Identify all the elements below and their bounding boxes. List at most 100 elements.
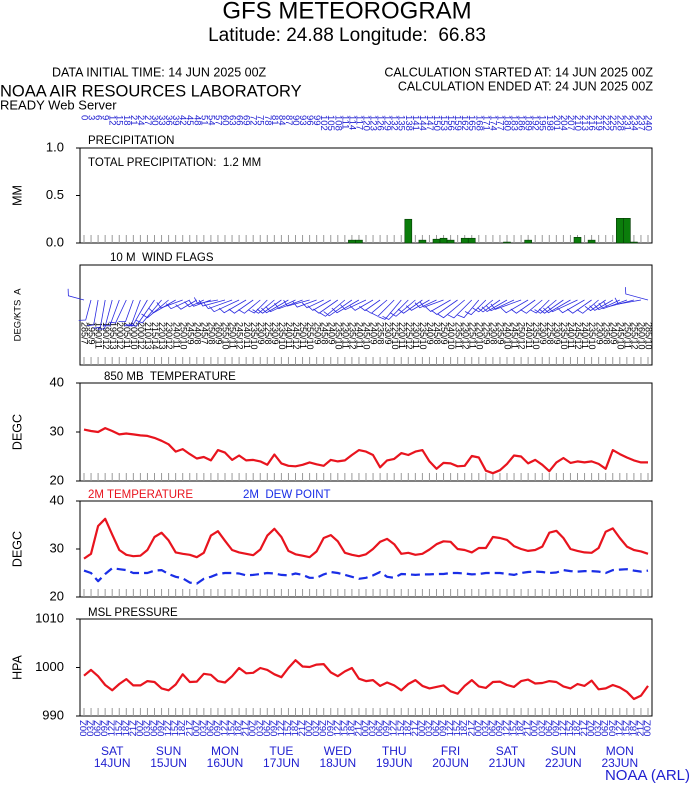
- utc-label: 21Z: [579, 720, 590, 737]
- hour-label: 240: [642, 115, 653, 131]
- precip-bar: [348, 239, 356, 244]
- hour-label: 135: [396, 115, 407, 131]
- utc-label: 03Z: [537, 720, 548, 737]
- day-label: THU: [382, 744, 407, 758]
- wind-label: 225/12: [404, 322, 414, 350]
- hour-label: 138: [403, 115, 414, 131]
- credit: NOAA (ARL): [605, 767, 690, 784]
- precip-bar: [404, 218, 413, 244]
- wind-barb: [203, 299, 233, 310]
- wind-barb: [382, 299, 409, 320]
- hour-label: 72: [248, 115, 259, 126]
- wind-label: 220/13: [157, 322, 167, 350]
- utc-label: 15Z: [227, 720, 238, 737]
- utc-label: 09Z: [212, 720, 223, 737]
- wind-label: 190/12: [101, 322, 111, 350]
- utc-label: 03Z: [593, 720, 604, 737]
- wind-label: 245/10: [362, 322, 372, 350]
- precip-bar: [630, 241, 638, 244]
- wind-barb: [218, 299, 247, 314]
- wind-label: 230/9: [256, 322, 266, 345]
- utc-label: 00Z: [586, 720, 597, 737]
- wind-barb: [593, 299, 620, 311]
- y-axis-label: DEGC: [10, 531, 24, 567]
- wind-barb: [543, 299, 571, 314]
- panel-annotation: TOTAL PRECIPITATION: 1.2 MM: [88, 157, 261, 169]
- precip-bar: [467, 237, 476, 244]
- hour-label: 141: [410, 115, 421, 131]
- wind-label: 230/9: [538, 322, 548, 345]
- wind-barb: [118, 299, 134, 323]
- wind-label: 195/13: [108, 322, 118, 350]
- y-axis-label: MM: [10, 185, 24, 206]
- panel-title: PRECIPITATION: [88, 135, 174, 147]
- wind-label: 245/8: [319, 322, 329, 345]
- utc-label: 09Z: [325, 720, 336, 737]
- utc-label: 09Z: [494, 720, 505, 737]
- utc-label: 15Z: [170, 720, 181, 737]
- wind-barb: [307, 299, 332, 311]
- hour-label: 126: [375, 115, 386, 131]
- date-label: 23JUN: [601, 756, 638, 770]
- date-label: 21JUN: [489, 756, 526, 770]
- hour-label: 222: [600, 115, 611, 131]
- panel-frame: [79, 147, 653, 244]
- hour-label: 177: [494, 115, 505, 131]
- hour-label: 180: [501, 115, 512, 131]
- wind-barb: [108, 299, 127, 324]
- precip-bar: [573, 237, 582, 244]
- wind-barb: [566, 299, 592, 314]
- utc-label: 00Z: [473, 720, 484, 737]
- panel-frame: [79, 382, 653, 482]
- wind-barb: [500, 299, 529, 314]
- wind-barb: [457, 299, 480, 319]
- utc-label: 12Z: [163, 720, 174, 737]
- wind-label: 230/9: [552, 322, 562, 345]
- day-label: MON: [211, 744, 239, 758]
- utc-label: 12Z: [332, 720, 343, 737]
- hour-label: 162: [459, 115, 470, 131]
- title: GFS METEOROGRAM: [222, 0, 471, 24]
- utc-label: 15Z: [114, 720, 125, 737]
- init-time: DATA INITIAL TIME: 14 JUN 2025 00Z: [52, 65, 267, 79]
- wind-label: 220/10: [474, 322, 484, 350]
- wind-label: 240/9: [608, 322, 618, 345]
- utc-label: 21Z: [410, 720, 421, 737]
- hour-label: 18: [121, 115, 132, 126]
- wind-barb: [125, 299, 148, 327]
- precip-bar: [439, 237, 448, 244]
- wind-barb: [625, 287, 649, 301]
- date-label: 19JUN: [376, 756, 413, 770]
- wind-barb: [490, 299, 522, 310]
- date-label: 15JUN: [150, 756, 187, 770]
- utc-label: 21Z: [353, 720, 364, 737]
- wind-label: 250/11: [298, 322, 308, 349]
- wind-label: 250/12: [517, 322, 527, 350]
- wind-label: 210/13: [143, 322, 153, 350]
- wind-label: 245/9: [185, 322, 195, 345]
- utc-label: 09Z: [269, 720, 280, 737]
- utc-label: 06Z: [318, 720, 329, 737]
- utc-label: 09Z: [438, 720, 449, 737]
- utc-label: 15Z: [396, 720, 407, 737]
- wind-label: 225/8: [263, 322, 273, 345]
- y-tick-label: 30: [50, 423, 64, 438]
- wind-barb: [365, 299, 388, 314]
- hour-label: 153: [438, 115, 449, 131]
- utc-label: 03Z: [424, 720, 435, 737]
- wind-label: 240/9: [369, 322, 379, 345]
- wind-label: 215/14: [150, 322, 160, 350]
- wind-label: 240/11: [566, 322, 576, 349]
- hour-label: 111: [339, 115, 350, 129]
- hour-label: 213: [579, 115, 590, 131]
- wind-barb: [198, 299, 226, 307]
- y-tick-label: 0.5: [46, 187, 64, 202]
- precip-bar: [623, 218, 631, 244]
- wind-label: 240/11: [524, 322, 534, 349]
- y-tick-label: 0.0: [46, 234, 64, 249]
- wind-label: 240/11: [580, 322, 590, 349]
- hour-label: 192: [530, 115, 541, 131]
- utc-label: 06Z: [375, 720, 386, 737]
- hour-label: 102: [318, 115, 329, 131]
- wind-barb: [78, 299, 92, 321]
